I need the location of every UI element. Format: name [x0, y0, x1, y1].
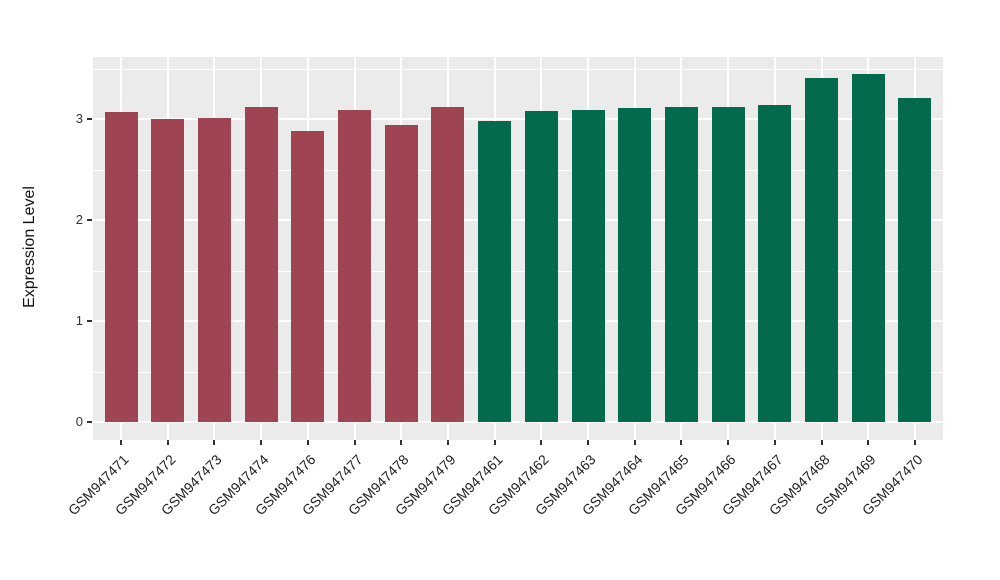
x-tick-mark	[820, 440, 823, 445]
bar	[151, 119, 185, 422]
x-tick-label: GSM947464	[578, 451, 646, 519]
x-tick-mark	[727, 440, 730, 445]
x-tick-label: GSM947478	[344, 451, 412, 519]
x-tick-mark	[913, 440, 916, 445]
x-tick-label: GSM947479	[391, 451, 459, 519]
x-tick-label: GSM947471	[64, 451, 132, 519]
bar	[898, 97, 932, 422]
bar	[851, 73, 885, 422]
x-tick-mark	[446, 440, 449, 445]
bar	[524, 110, 558, 422]
bar	[805, 77, 839, 422]
major-gridline	[93, 421, 943, 423]
bar	[571, 109, 605, 422]
x-tick-label: GSM947462	[485, 451, 553, 519]
minor-gridline	[93, 169, 943, 171]
x-tick-mark	[587, 440, 590, 445]
major-gridline	[93, 320, 943, 322]
x-tick-label: GSM947477	[298, 451, 366, 519]
x-tick-mark	[166, 440, 169, 445]
y-tick-mark	[87, 219, 92, 221]
bar	[431, 106, 465, 422]
x-tick-label: GSM947465	[625, 451, 693, 519]
y-tick-label: 0	[75, 414, 83, 429]
bar	[244, 106, 278, 422]
bar	[197, 117, 231, 422]
x-tick-label: GSM947473	[158, 451, 226, 519]
bar	[664, 106, 698, 422]
x-tick-mark	[540, 440, 543, 445]
x-tick-label: GSM947470	[858, 451, 926, 519]
bar	[758, 104, 792, 422]
y-tick-mark	[87, 118, 92, 120]
y-tick-mark	[87, 320, 92, 322]
x-tick-mark	[773, 440, 776, 445]
x-tick-label: GSM947474	[204, 451, 272, 519]
y-tick-label: 1	[75, 313, 83, 328]
x-tick-mark	[680, 440, 683, 445]
minor-gridline	[93, 68, 943, 70]
plot-panel	[93, 57, 943, 440]
x-tick-label: GSM947476	[251, 451, 319, 519]
x-tick-mark	[213, 440, 216, 445]
y-axis-title-text: Expression Level	[21, 186, 38, 308]
bar	[478, 121, 512, 422]
bar	[338, 109, 372, 422]
x-tick-mark	[493, 440, 496, 445]
x-tick-label: GSM947463	[531, 451, 599, 519]
x-tick-mark	[867, 440, 870, 445]
x-tick-mark	[353, 440, 356, 445]
x-tick-mark	[260, 440, 263, 445]
minor-gridline	[93, 270, 943, 272]
x-tick-mark	[633, 440, 636, 445]
x-tick-label: GSM947469	[812, 451, 879, 519]
bar	[104, 111, 138, 422]
y-tick-label: 3	[75, 111, 83, 126]
minor-gridline	[93, 371, 943, 373]
x-tick-label: GSM947472	[111, 451, 179, 519]
bar	[384, 125, 418, 422]
x-tick-label: GSM947468	[765, 451, 833, 519]
major-gridline	[93, 118, 943, 120]
major-gridline	[93, 219, 943, 221]
x-tick-mark	[120, 440, 123, 445]
y-tick-label: 2	[75, 212, 83, 227]
x-tick-label: GSM947466	[671, 451, 739, 519]
bar	[711, 106, 745, 422]
x-tick-mark	[306, 440, 309, 445]
bar	[618, 107, 652, 422]
y-tick-mark	[87, 421, 92, 423]
bar	[291, 131, 325, 422]
x-tick-label: GSM947461	[438, 451, 506, 519]
x-tick-label: GSM947467	[718, 451, 786, 519]
x-tick-mark	[400, 440, 403, 445]
